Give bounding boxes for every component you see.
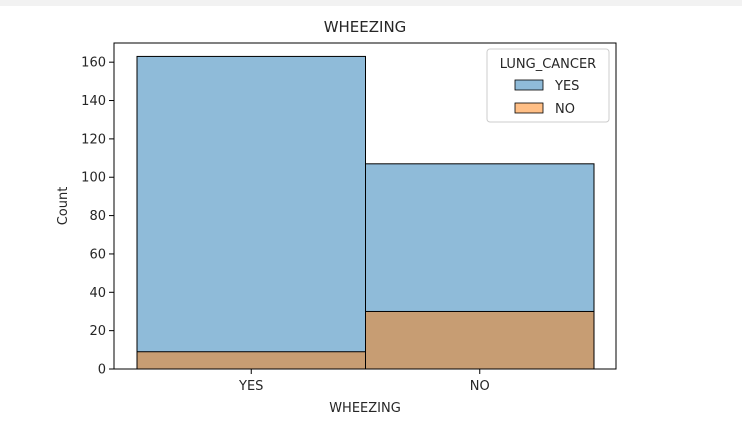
y-tick-label: 80 xyxy=(89,209,106,224)
y-axis: 0 20 40 60 80 100 120 140 160 xyxy=(81,56,114,378)
x-axis: YES NO xyxy=(238,369,490,394)
legend: LUNG_CANCER YES NO xyxy=(486,48,610,123)
legend-title: LUNG_CANCER xyxy=(500,57,596,72)
bars-layer xyxy=(136,55,595,370)
y-tick-label: 40 xyxy=(89,286,106,301)
y-axis-label: Count xyxy=(56,187,71,226)
y-tick-label: 120 xyxy=(81,132,106,147)
y-tick-label: 60 xyxy=(89,247,106,262)
plot-frame xyxy=(113,42,617,370)
x-tick-label: YES xyxy=(238,379,263,394)
y-tick-label: 20 xyxy=(89,324,106,339)
legend-label-no: NO xyxy=(555,102,575,117)
y-tick-label: 100 xyxy=(81,171,106,186)
bar-no-no xyxy=(365,310,595,370)
legend-label-yes: YES xyxy=(554,79,579,94)
y-tick-label: 160 xyxy=(81,56,106,71)
bar-yes-yes xyxy=(136,55,366,370)
y-tick-label: 140 xyxy=(81,94,106,109)
bar-no-yes xyxy=(136,351,366,370)
legend-swatch-yes xyxy=(514,79,544,91)
chart-title: WHEEZING xyxy=(324,18,407,36)
legend-swatch-no xyxy=(514,102,544,114)
x-axis-label: WHEEZING xyxy=(329,401,401,416)
y-tick-label: 0 xyxy=(98,363,106,378)
x-tick-label: NO xyxy=(470,379,490,394)
page-top-border xyxy=(0,0,742,6)
